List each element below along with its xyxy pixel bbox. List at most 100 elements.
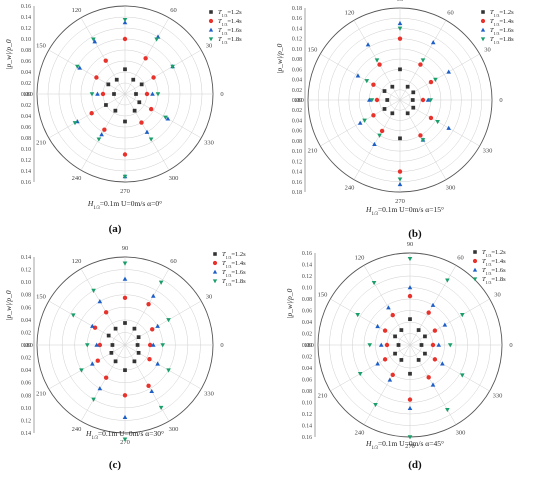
data-point bbox=[90, 323, 95, 328]
data-point bbox=[374, 58, 380, 63]
radial-tick-label: 0.04 bbox=[292, 118, 302, 124]
chart-caption: H1/3=0.1m U=0m/s α=45° bbox=[365, 439, 444, 451]
data-point bbox=[163, 115, 168, 120]
radial-tick-label: 0.00 bbox=[292, 98, 302, 104]
data-point bbox=[91, 288, 96, 293]
radial-tick-label: 0.08 bbox=[292, 57, 302, 63]
angle-tick-label: 60 bbox=[170, 7, 177, 14]
radial-tick-label: 0.14 bbox=[292, 26, 302, 32]
radial-tick-label: 0.06 bbox=[302, 378, 312, 384]
data-point bbox=[411, 90, 416, 95]
data-point bbox=[416, 328, 421, 332]
grid-spoke bbox=[80, 17, 126, 95]
data-point bbox=[122, 393, 128, 398]
data-point bbox=[122, 276, 128, 281]
data-point bbox=[419, 343, 424, 347]
data-point bbox=[386, 305, 391, 310]
chart-caption: H1/3=0.1m U=0m/s α=15° bbox=[365, 205, 444, 217]
data-point bbox=[410, 98, 415, 102]
angle-tick-label: 180 bbox=[23, 91, 33, 98]
data-point bbox=[103, 375, 109, 380]
series-square bbox=[382, 67, 416, 141]
data-point bbox=[445, 407, 450, 413]
angle-tick-label: 120 bbox=[72, 258, 82, 265]
radial-tick-label: 0.06 bbox=[21, 59, 31, 65]
radial-axis-label: |p_w|/p_0 bbox=[4, 39, 13, 69]
angle-tick-label: 120 bbox=[355, 255, 365, 262]
data-point bbox=[70, 313, 76, 318]
data-point bbox=[84, 343, 90, 348]
radial-tick-label: 0.12 bbox=[302, 412, 312, 418]
legend-item: T1/3=1.6s bbox=[208, 27, 242, 36]
data-point bbox=[459, 313, 465, 318]
data-point bbox=[418, 133, 423, 138]
data-point bbox=[446, 69, 451, 74]
grid-spoke bbox=[330, 298, 411, 346]
data-point bbox=[160, 343, 166, 348]
radial-tick-label: 0.16 bbox=[302, 435, 312, 441]
series-circle bbox=[92, 295, 155, 398]
data-point bbox=[374, 97, 380, 103]
data-point bbox=[150, 327, 155, 332]
radial-axis-label: |p_w|/p_0 bbox=[4, 290, 13, 320]
radial-tick-label: 0.06 bbox=[302, 309, 312, 315]
radial-tick-label: 0.08 bbox=[292, 139, 302, 145]
data-point bbox=[103, 310, 109, 315]
data-point bbox=[432, 357, 438, 362]
data-point bbox=[447, 343, 453, 348]
data-point bbox=[375, 361, 380, 366]
data-point bbox=[397, 177, 403, 182]
data-point bbox=[155, 323, 160, 328]
angle-tick-label: 210 bbox=[308, 148, 318, 155]
grid-spoke bbox=[80, 93, 126, 171]
data-point bbox=[367, 97, 372, 102]
polar-chart-c: 0 30 60 90 120 150 180 210 240 270 300 330 0.14 0.12 0… bbox=[4, 245, 246, 471]
angle-tick-label: 210 bbox=[36, 391, 46, 398]
data-point bbox=[423, 351, 427, 356]
radial-tick-label: 0.10 bbox=[21, 147, 31, 153]
legend-item: T1/3=1.8s bbox=[472, 276, 506, 285]
data-point bbox=[147, 342, 153, 348]
legend-marker bbox=[480, 18, 486, 24]
data-point bbox=[148, 137, 154, 142]
legend-item: T1/3=1.8s bbox=[208, 36, 242, 45]
radial-tick-label: 0.16 bbox=[21, 180, 31, 186]
angle-tick-label: 120 bbox=[345, 10, 355, 17]
data-point bbox=[430, 302, 436, 307]
legend-label: T1/3=1.8s bbox=[482, 276, 506, 285]
radial-tick-label: 0.16 bbox=[21, 4, 31, 10]
polar-chart-b: 0 30 60 90 120 150 180 210 240 270 300 330 0.18 0.16 0… bbox=[275, 0, 514, 240]
data-point bbox=[132, 359, 137, 364]
angle-tick-label: 270 bbox=[405, 443, 415, 450]
radial-tick-label: 0.00 bbox=[302, 343, 312, 349]
radial-tick-label: 0.04 bbox=[21, 70, 31, 76]
data-point bbox=[432, 328, 438, 333]
data-point bbox=[446, 125, 451, 130]
data-point bbox=[440, 361, 445, 366]
data-point bbox=[144, 129, 150, 134]
legend-marker bbox=[213, 252, 217, 256]
data-point bbox=[92, 325, 98, 330]
radial-tick-label: 0.02 bbox=[21, 356, 31, 362]
data-point bbox=[399, 358, 404, 362]
data-point bbox=[166, 368, 171, 373]
data-point bbox=[445, 278, 450, 283]
polar-chart-d: 0 30 60 90 120 150 180 210 240 270 300 330 0.16 0.14 0… bbox=[285, 241, 513, 471]
angle-tick-label: 330 bbox=[493, 393, 503, 400]
series-circle bbox=[382, 293, 438, 402]
data-point bbox=[390, 111, 395, 116]
radial-tick-label: 0.08 bbox=[302, 297, 312, 303]
radial-tick-label: 0.14 bbox=[302, 263, 312, 269]
data-point bbox=[139, 120, 144, 125]
angle-tick-label: 270 bbox=[395, 198, 405, 205]
angle-tick-label: 90 bbox=[122, 245, 129, 252]
data-point bbox=[397, 26, 403, 31]
legend-label: T1/3=1.6s bbox=[482, 267, 506, 276]
data-point bbox=[147, 356, 152, 362]
data-point bbox=[122, 261, 128, 266]
data-point bbox=[113, 359, 118, 364]
radial-tick-label: 0.08 bbox=[21, 393, 31, 399]
legend-marker bbox=[480, 27, 486, 32]
data-point bbox=[428, 115, 434, 121]
